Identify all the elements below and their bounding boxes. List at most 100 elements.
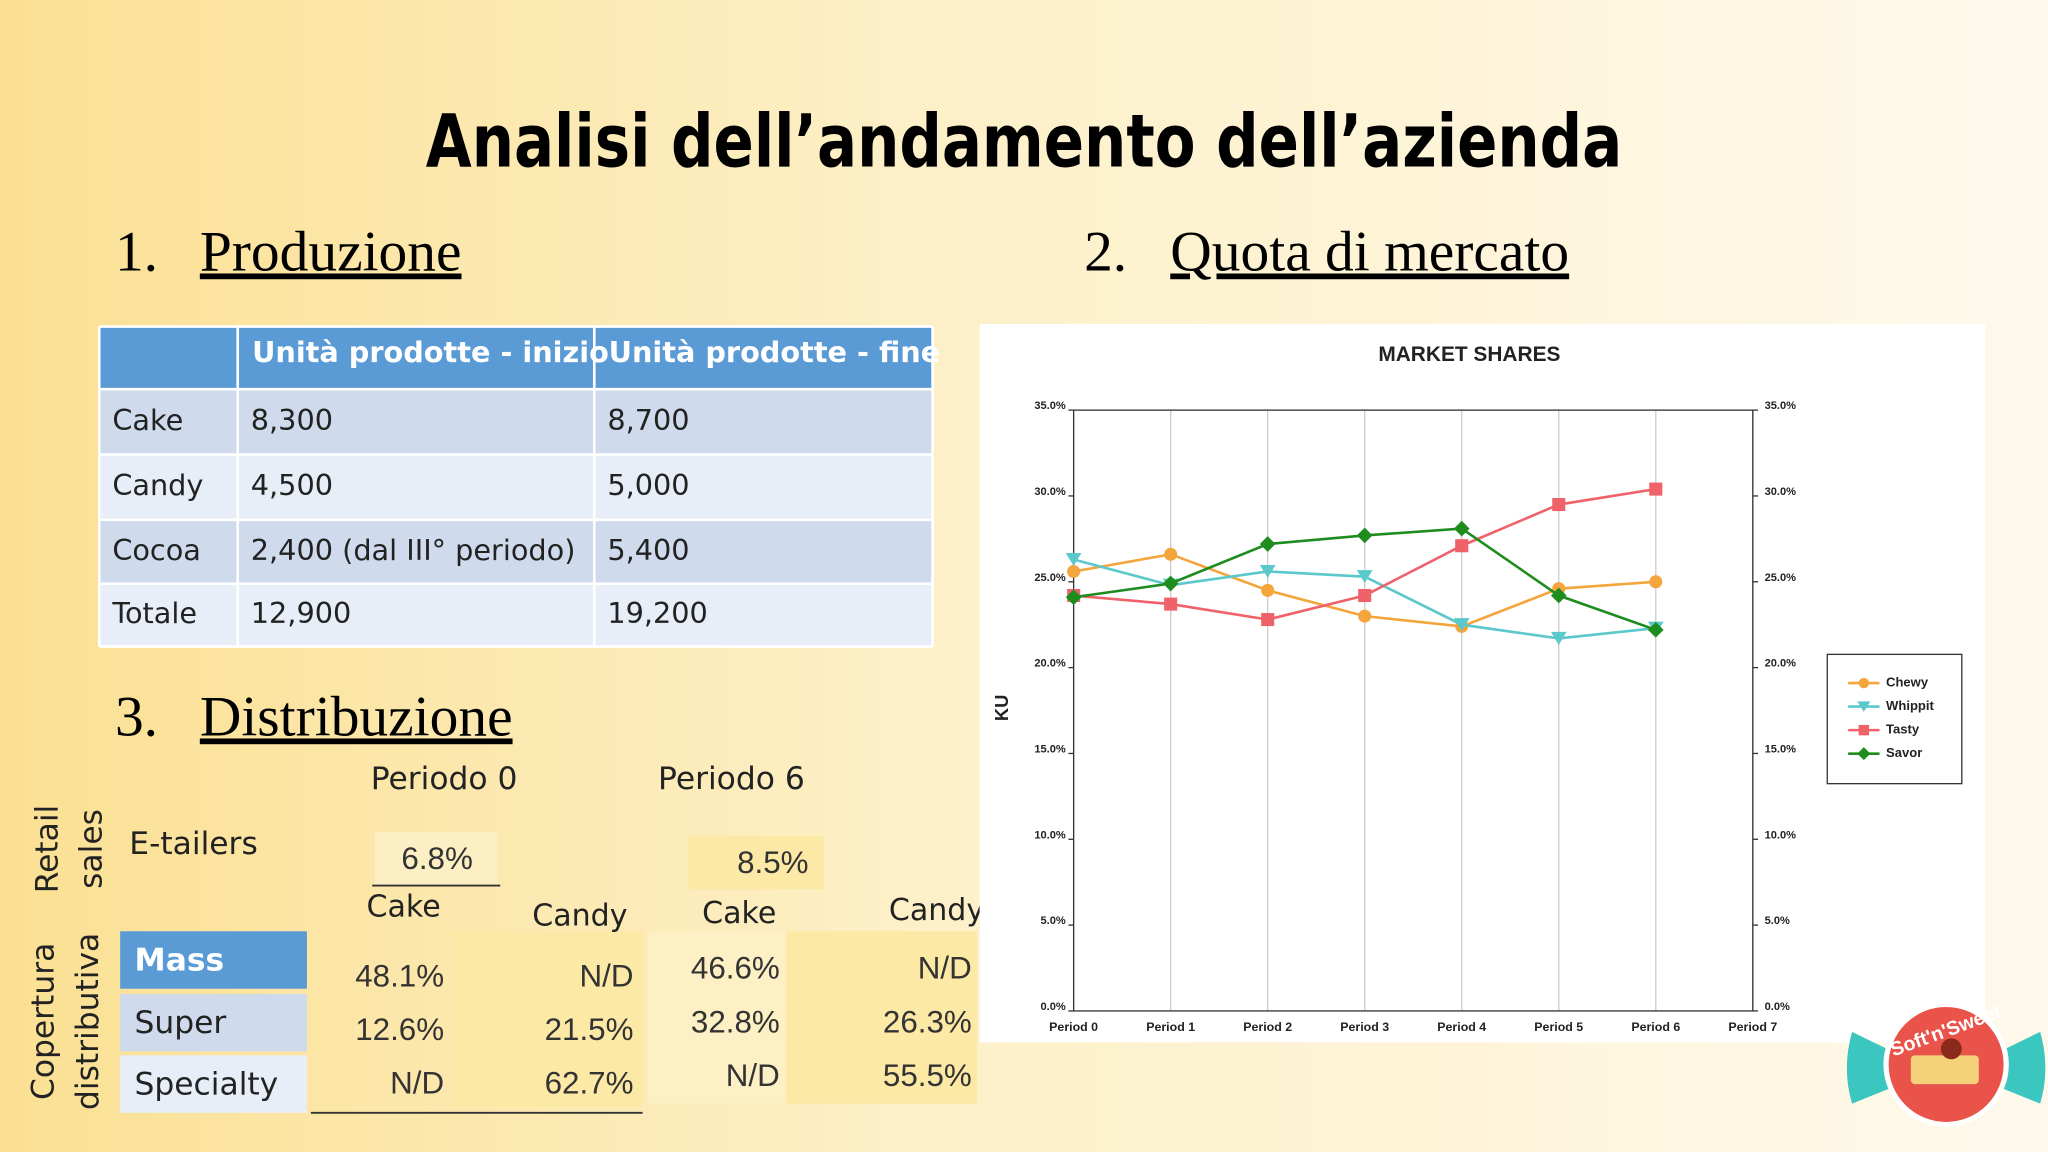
table-cell: 5,000 (607, 468, 689, 502)
y-tick-label: 0.0% (1040, 1001, 1065, 1013)
cell-value: 21.5% (545, 1012, 634, 1047)
point (1649, 575, 1663, 589)
legend-marker (1858, 724, 1870, 736)
point (1453, 520, 1470, 537)
section-number: 1. (115, 220, 158, 283)
point (1649, 482, 1663, 496)
point (1065, 552, 1082, 566)
side-label: sales (74, 809, 110, 889)
y-tick-label: 35.0% (1034, 400, 1066, 412)
cell-value: 6.8% (401, 841, 472, 876)
table-cell: 2,400 (dal III° periodo) (251, 533, 576, 567)
table-cell: 4,500 (251, 468, 333, 502)
section-number: 2. (1084, 220, 1127, 283)
table-row (99, 389, 933, 455)
point (1358, 588, 1372, 603)
x-tick-label: Period 1 (1146, 1020, 1195, 1034)
y2-tick-label: 30.0% (1765, 486, 1797, 498)
y2-tick-label: 25.0% (1765, 572, 1797, 584)
table-cell: 8,300 (251, 403, 333, 437)
cell-value: N/D (580, 959, 634, 994)
row-label-box (120, 931, 307, 989)
table-cell: 5,400 (607, 533, 689, 567)
point (1550, 631, 1567, 645)
chart-area (979, 323, 1986, 1043)
cell-value: N/D (726, 1058, 780, 1093)
row-label: Mass (135, 942, 225, 978)
y-tick-label: 20.0% (1034, 658, 1066, 670)
legend-label: Chewy (1886, 675, 1929, 690)
x-tick-label: Period 3 (1340, 1020, 1389, 1034)
table-cell: 8,700 (607, 403, 689, 437)
y-tick-label: 25.0% (1034, 572, 1066, 584)
x-tick-label: Period 7 (1728, 1020, 1777, 1034)
y-tick-label: 5.0% (1040, 915, 1065, 927)
plot-frame (1072, 409, 1754, 1012)
highlight (450, 931, 643, 1108)
cell-value: 32.8% (691, 1004, 780, 1039)
cell-value: 48.1% (355, 959, 444, 994)
highlight (647, 931, 787, 1104)
y-tick-label: 30.0% (1034, 486, 1066, 498)
row-label-box (120, 1055, 307, 1113)
y2-tick-label: 20.0% (1765, 658, 1797, 670)
point (1261, 613, 1275, 627)
y-axis-label: KU (991, 695, 1012, 721)
cell-value: 46.6% (691, 951, 780, 986)
y-tick-label: 15.0% (1034, 743, 1066, 755)
legend-marker (1857, 747, 1871, 761)
chart: MARKET SHARES KU 0.0% 5.0% 10.0% 15.0% 20.0% 25… (991, 343, 1963, 1034)
point (1356, 570, 1373, 584)
table-cell: 12,900 (251, 596, 352, 630)
side-label: Copertura (25, 943, 61, 1100)
section-number: 3. (115, 685, 158, 748)
table-cell: 19,200 (607, 596, 708, 630)
distribution-table: Periodo 0 Periodo 6 Retail sales Copertura di… (25, 761, 984, 1114)
point (1162, 575, 1179, 592)
highlight (786, 931, 977, 1104)
y2-tick-label: 0.0% (1765, 1001, 1790, 1013)
x-tick-label: Period 6 (1631, 1020, 1680, 1034)
x-tick-label: Period 0 (1049, 1020, 1098, 1034)
row-label: E-tailers (129, 826, 257, 862)
section-title: Distribuzione (200, 685, 513, 748)
legend-label: Whippit (1886, 698, 1934, 713)
table-cell: Cocoa (112, 533, 201, 567)
period-label: Periodo 6 (658, 761, 805, 797)
cell-value: 26.3% (883, 1004, 972, 1039)
point (1259, 564, 1276, 579)
legend-box (1826, 653, 1963, 785)
y-tick-label: 10.0% (1034, 829, 1066, 841)
y2-tick-label: 5.0% (1765, 915, 1790, 927)
logo-cherry (1940, 1038, 1962, 1060)
cell-value: 55.5% (883, 1058, 972, 1093)
legend-label: Tasty (1886, 722, 1920, 737)
slide-title: Analisi dell’andamento dell’azienda (426, 99, 1622, 184)
section-title: Quota di mercato (1170, 220, 1569, 283)
point (1455, 539, 1469, 553)
period-label: Periodo 0 (371, 761, 518, 797)
side-label: Retail (29, 805, 65, 894)
chart-title: MARKET SHARES (1378, 343, 1560, 366)
header-cell: Unità prodotte - inizio (252, 335, 609, 369)
y2-tick-label: 15.0% (1765, 743, 1797, 755)
table-row (99, 454, 933, 520)
point (1067, 564, 1081, 579)
cell-value: N/D (390, 1066, 444, 1101)
point (1164, 547, 1178, 561)
column-label: Cake (367, 889, 441, 924)
table-row (99, 583, 933, 647)
highlight (374, 832, 498, 886)
column-label: Cake (702, 896, 776, 931)
point (1550, 587, 1567, 604)
highlight (688, 835, 825, 890)
point (1358, 609, 1372, 623)
legend-marker (1858, 677, 1870, 689)
point (1453, 618, 1470, 632)
column-label: Candy (889, 893, 984, 928)
x-tick-label: Period 2 (1243, 1020, 1292, 1034)
logo: Soft'n'Sweet (1846, 1001, 2046, 1128)
row-label: Specialty (135, 1066, 279, 1102)
